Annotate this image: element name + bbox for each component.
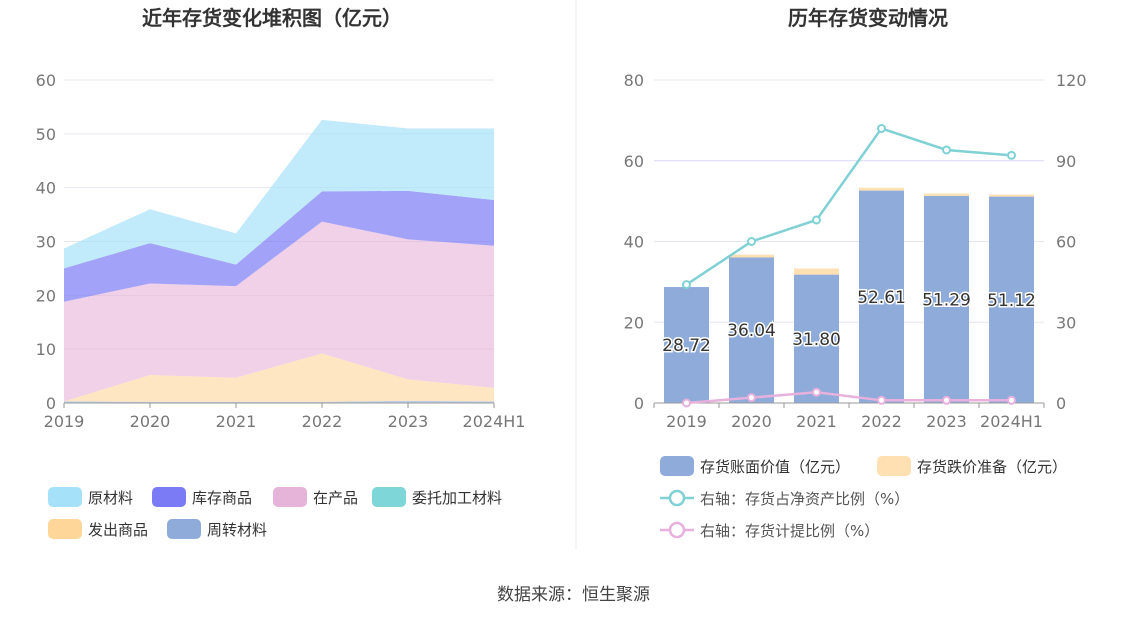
legend-swatch: [273, 487, 307, 507]
y-tick-label: 10: [36, 340, 56, 359]
legend-label: 存货账面价值（亿元）: [700, 458, 850, 476]
y-tick-label: 40: [624, 233, 644, 252]
legend-label: 周转材料: [207, 521, 267, 539]
bar-provision: [924, 193, 969, 196]
legend-label: 委托加工材料: [412, 489, 502, 507]
y2-tick-label: 0: [1056, 394, 1066, 413]
legend-swatch: [877, 456, 911, 476]
bar-provision: [989, 194, 1034, 197]
data-source-note: 数据来源：恒生聚源: [497, 585, 650, 605]
line-point: [682, 280, 691, 290]
area-series: [64, 190, 494, 302]
x-tick-label: 2023: [388, 412, 429, 431]
line-series: [685, 126, 1012, 286]
line-point: [1007, 395, 1016, 405]
y2-tick-label: 120: [1056, 71, 1087, 90]
stacked-area-chart: 近年存货变化堆积图（亿元） 0 10 20 30 40 50 60 2019 2020 2021 2…: [36, 6, 526, 539]
line-point: [877, 395, 886, 405]
x-tick-label: 2020: [130, 412, 171, 431]
x-tick-label: 2019: [44, 412, 85, 431]
line-point: [942, 145, 951, 155]
y2-tick-label: 90: [1056, 152, 1076, 171]
left-chart-title: 近年存货变化堆积图（亿元）: [142, 6, 402, 30]
line-series: [686, 390, 1012, 405]
line-point: [812, 215, 821, 225]
y-tick-label: 60: [36, 71, 56, 90]
line-point: [1007, 150, 1016, 160]
line-point: [877, 123, 886, 133]
legend-marker: [668, 489, 686, 507]
x-tick-label: 2022: [302, 412, 343, 431]
bar-book-value: [794, 274, 839, 403]
y-tick-label: 40: [36, 179, 56, 198]
bar-provision: [794, 268, 839, 275]
y-tick-label: 20: [36, 286, 56, 305]
y-tick-label: 50: [36, 125, 56, 144]
bar-book-value: [924, 195, 969, 403]
x-tick-label: 2021: [216, 412, 257, 431]
bar-provision: [859, 187, 904, 191]
legend-swatch: [48, 519, 82, 539]
bar-book-value: [859, 190, 904, 403]
legend-swatch: [152, 487, 186, 507]
line-point: [682, 398, 691, 408]
bar-provision: [729, 254, 774, 258]
x-tick-label: 2019: [666, 412, 707, 431]
legend-swatch: [660, 456, 694, 476]
line-point: [942, 395, 951, 405]
legend-label: 原材料: [88, 489, 133, 507]
x-tick-label: 2023: [926, 412, 967, 431]
line-point: [747, 237, 756, 246]
bar-data-label: 52.61: [857, 288, 906, 308]
legend-label: 库存商品: [192, 489, 252, 507]
y-tick-label: 0: [46, 394, 56, 413]
legend-label: 右轴：存货占净资产比例（%）: [700, 490, 909, 508]
y-tick-label: 20: [624, 313, 644, 332]
x-tick-label: 2020: [731, 412, 772, 431]
legend-label: 在产品: [313, 489, 358, 507]
y-tick-label: 80: [624, 71, 644, 90]
bar-data-label: 51.12: [987, 291, 1036, 311]
legend-swatch: [48, 487, 82, 507]
y-tick-label: 60: [624, 152, 644, 171]
area-series: [64, 353, 494, 402]
line-point: [747, 393, 756, 403]
legend-swatch: [372, 487, 406, 507]
bar-data-label: 28.72: [662, 336, 711, 356]
legend-label: 存货跌价准备（亿元）: [917, 458, 1067, 476]
x-tick-label: 2024H1: [980, 412, 1043, 431]
legend-swatch: [167, 519, 201, 539]
y2-tick-label: 30: [1056, 313, 1076, 332]
y-tick-label: 0: [634, 394, 644, 413]
x-tick-label: 2021: [796, 412, 837, 431]
area-series: [64, 119, 494, 269]
x-tick-label: 2024H1: [463, 412, 526, 431]
y-tick-label: 30: [36, 233, 56, 252]
x-tick-label: 2022: [861, 412, 902, 431]
legend-label: 发出商品: [88, 521, 148, 539]
right-chart-title: 历年存货变动情况: [788, 6, 948, 30]
line-point: [812, 387, 821, 397]
area-series: [64, 221, 494, 402]
legend-label: 右轴：存货计提比例（%）: [700, 522, 879, 540]
bar-data-label: 51.29: [922, 290, 971, 310]
bar-data-label: 31.80: [792, 330, 841, 350]
legend-marker: [668, 521, 686, 539]
bar-data-label: 36.04: [727, 321, 776, 341]
y2-tick-label: 60: [1056, 233, 1076, 252]
bar-book-value: [729, 257, 774, 403]
bar-book-value: [664, 287, 709, 403]
inventory-bar-chart: 历年存货变动情况 0 20 40 60 80 0 30 60 90 120 2019 2020 2021…: [624, 6, 1087, 540]
bar-book-value: [989, 196, 1034, 403]
